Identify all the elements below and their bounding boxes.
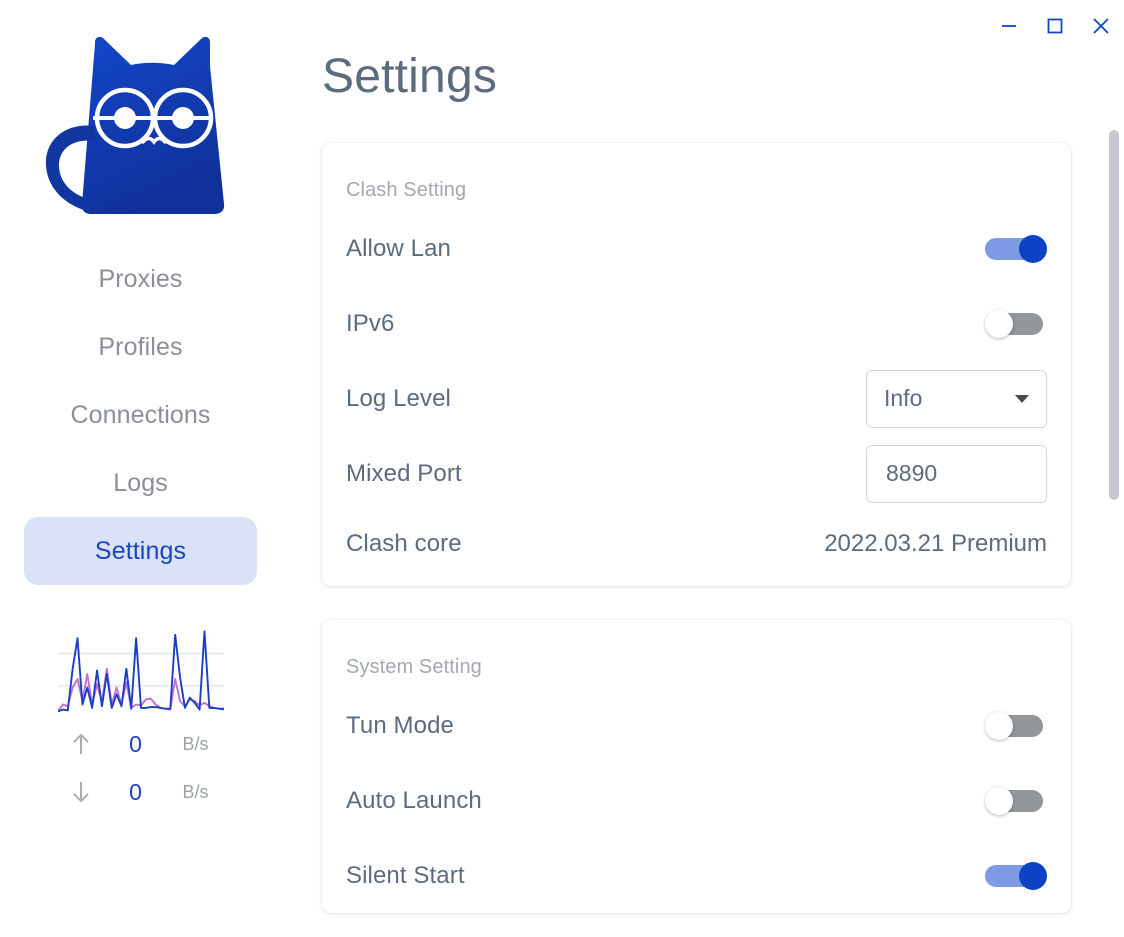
sidebar-item-proxies[interactable]: Proxies bbox=[24, 245, 257, 313]
arrow-up-icon bbox=[58, 731, 104, 757]
setting-row-ipv6: IPv6 bbox=[346, 286, 1047, 361]
minimize-button[interactable] bbox=[986, 7, 1032, 45]
download-speed-value: 0 bbox=[129, 778, 142, 805]
setting-label: Clash core bbox=[346, 529, 462, 557]
ipv6-toggle[interactable] bbox=[985, 309, 1047, 338]
setting-row-allow-lan: Allow Lan bbox=[346, 211, 1047, 286]
clash-core-version: 2022.03.21 Premium bbox=[824, 529, 1047, 557]
scrollbar-thumb[interactable] bbox=[1109, 130, 1119, 500]
setting-row-clash-core: Clash core 2022.03.21 Premium bbox=[346, 511, 1047, 586]
app-logo bbox=[38, 16, 243, 231]
setting-label: Allow Lan bbox=[346, 234, 451, 262]
auto-launch-toggle[interactable] bbox=[985, 786, 1047, 815]
toggle-thumb bbox=[1019, 861, 1047, 890]
setting-label: IPv6 bbox=[346, 309, 395, 337]
tun-mode-toggle[interactable] bbox=[985, 711, 1047, 740]
sidebar-item-connections[interactable]: Connections bbox=[24, 381, 257, 449]
download-speed-row: 0 B/s bbox=[58, 778, 224, 806]
log-level-select[interactable]: Info bbox=[866, 369, 1047, 428]
setting-label: Silent Start bbox=[346, 861, 465, 889]
clash-setting-card: Clash Setting Allow Lan IPv6 bbox=[322, 143, 1071, 586]
setting-label: Log Level bbox=[346, 384, 451, 412]
sidebar-item-label: Proxies bbox=[98, 264, 183, 293]
minimize-icon bbox=[1002, 25, 1016, 27]
setting-row-auto-launch: Auto Launch bbox=[346, 763, 1047, 838]
sidebar-item-profiles[interactable]: Profiles bbox=[24, 313, 257, 381]
sidebar-item-settings[interactable]: Settings bbox=[24, 517, 257, 585]
sidebar-item-label: Settings bbox=[94, 536, 187, 565]
speed-readouts: 0 B/s 0 B/s bbox=[58, 730, 224, 806]
settings-cards: Clash Setting Allow Lan IPv6 bbox=[322, 143, 1094, 913]
close-button[interactable] bbox=[1078, 7, 1124, 45]
page-title: Settings bbox=[322, 50, 498, 103]
setting-row-log-level: Log Level Info bbox=[346, 361, 1047, 436]
traffic-chart bbox=[57, 623, 224, 716]
upload-speed-unit: B/s bbox=[182, 733, 209, 754]
window-controls bbox=[986, 0, 1124, 52]
close-icon bbox=[1093, 18, 1109, 34]
setting-label: Auto Launch bbox=[346, 786, 482, 814]
sidebar-item-label: Logs bbox=[113, 468, 168, 497]
toggle-thumb bbox=[985, 786, 1013, 815]
silent-start-toggle[interactable] bbox=[985, 861, 1047, 890]
sidebar-item-logs[interactable]: Logs bbox=[24, 449, 257, 517]
setting-label: Mixed Port bbox=[346, 459, 462, 487]
toggle-thumb bbox=[1019, 234, 1047, 263]
setting-row-silent-start: Silent Start bbox=[346, 838, 1047, 913]
maximize-icon bbox=[1047, 18, 1063, 34]
mixed-port-input[interactable] bbox=[866, 444, 1047, 503]
toggle-thumb bbox=[985, 711, 1013, 740]
clash-cat-logo-icon bbox=[45, 36, 225, 215]
download-speed-unit: B/s bbox=[182, 781, 209, 802]
upload-speed-value: 0 bbox=[129, 730, 142, 757]
traffic-panel: 0 B/s 0 B/s bbox=[57, 623, 224, 806]
log-level-value: Info bbox=[884, 385, 923, 411]
upload-speed-row: 0 B/s bbox=[58, 730, 224, 758]
setting-row-mixed-port: Mixed Port bbox=[346, 436, 1047, 511]
card-heading: Clash Setting bbox=[346, 179, 467, 201]
toggle-thumb bbox=[985, 309, 1013, 338]
setting-row-tun-mode: Tun Mode bbox=[346, 688, 1047, 763]
sidebar-item-label: Connections bbox=[70, 400, 211, 429]
system-setting-card: System Setting Tun Mode Auto Launch bbox=[322, 620, 1071, 913]
sidebar: Proxies Profiles Connections Logs Settin… bbox=[0, 0, 281, 937]
traffic-chart-svg bbox=[57, 630, 224, 713]
allow-lan-toggle[interactable] bbox=[985, 234, 1047, 263]
chevron-down-icon bbox=[1015, 394, 1029, 403]
setting-label: Tun Mode bbox=[346, 711, 454, 739]
card-heading: System Setting bbox=[346, 656, 482, 678]
maximize-button[interactable] bbox=[1032, 7, 1078, 45]
arrow-down-icon bbox=[58, 779, 104, 805]
sidebar-item-label: Profiles bbox=[98, 332, 183, 361]
main-content: Settings Clash Setting Allow Lan IPv6 bbox=[281, 0, 1124, 937]
vertical-scrollbar[interactable] bbox=[1109, 0, 1119, 937]
sidebar-nav: Proxies Profiles Connections Logs Settin… bbox=[0, 245, 281, 585]
